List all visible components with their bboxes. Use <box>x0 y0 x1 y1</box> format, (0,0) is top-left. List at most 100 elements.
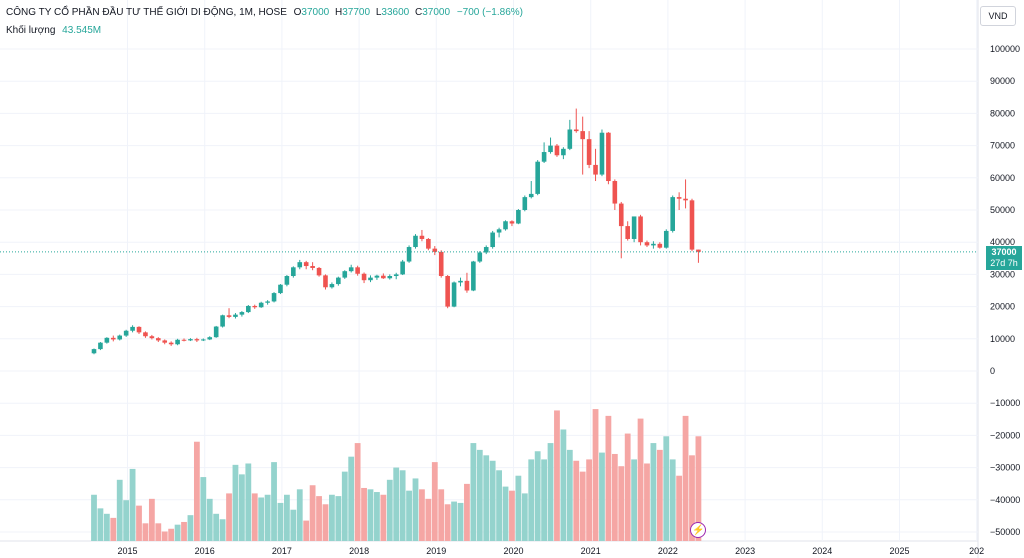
candle-body <box>528 193 534 198</box>
candle-body <box>651 243 656 246</box>
volume-bar <box>251 493 258 541</box>
y-tick-label: −30000 <box>990 463 1020 473</box>
candle-body <box>336 277 341 285</box>
volume-bar <box>579 471 586 541</box>
candle-body <box>355 267 360 274</box>
volume-bar <box>103 513 110 541</box>
candle-body <box>265 301 270 303</box>
y-tick-label: 20000 <box>990 302 1015 312</box>
volume-bar <box>695 436 702 541</box>
y-tick-label: 80000 <box>990 108 1015 118</box>
candle-body <box>342 271 348 278</box>
volume-label: Khối lượng <box>6 25 56 36</box>
volume-bar <box>676 475 683 541</box>
volume-bar <box>284 494 290 541</box>
candle-body <box>143 332 148 337</box>
volume-bar <box>361 487 367 541</box>
volume-bar <box>483 455 490 541</box>
candle-body <box>117 335 123 340</box>
volume-bars <box>91 409 702 541</box>
low-value: 33600 <box>381 7 410 18</box>
volume-bar <box>296 489 303 541</box>
candle-body <box>451 282 457 307</box>
volume-bar <box>258 497 265 541</box>
volume-bar <box>354 443 361 541</box>
volume-bar <box>316 496 322 541</box>
lightning-icon[interactable]: ⚡ <box>690 522 707 538</box>
change-value: −700 (−1.86%) <box>456 7 523 18</box>
volume-bar <box>566 449 573 541</box>
volume-bar <box>502 486 509 541</box>
candle-body <box>201 339 206 341</box>
candle-body <box>496 229 502 233</box>
volume-bar <box>528 459 535 541</box>
volume-bar <box>438 489 445 541</box>
candle-body <box>471 261 476 291</box>
candle-body <box>689 200 695 250</box>
candle-body <box>233 314 238 317</box>
volume-bar <box>470 443 477 541</box>
candle-body <box>303 262 309 267</box>
symbol-title: CÔNG TY CỔ PHẦN ĐẦU TƯ THẾ GIỚI DI ĐỘNG,… <box>6 7 287 18</box>
candlesticks <box>91 108 701 355</box>
volume-bar <box>367 489 374 541</box>
last-price-label: 37000 27d 7h <box>986 245 1022 270</box>
candle-body <box>297 262 303 268</box>
candle-body <box>110 337 116 340</box>
high-value: 37700 <box>342 7 371 18</box>
candle-body <box>213 326 219 338</box>
candle-body <box>503 221 508 230</box>
candle-body <box>175 339 180 345</box>
volume-bar <box>457 502 464 541</box>
candle-body <box>168 342 174 345</box>
candle-body <box>419 235 425 239</box>
candle-body <box>393 274 399 277</box>
volume-bar <box>425 498 432 541</box>
y-tick-label: 100000 <box>990 44 1020 54</box>
volume-bar <box>174 524 181 541</box>
candle-body <box>580 131 585 140</box>
candle-body <box>606 132 611 182</box>
volume-bar <box>238 474 245 541</box>
y-tick-label: 10000 <box>990 334 1015 344</box>
candle-body <box>98 342 103 350</box>
volume-bar <box>573 460 580 541</box>
candle-body <box>644 242 650 246</box>
candle-body <box>541 152 547 162</box>
volume-bar <box>605 415 612 541</box>
candle-body <box>567 129 573 149</box>
volume-bar <box>624 433 631 541</box>
candle-body <box>207 337 213 340</box>
candle-body <box>554 145 560 156</box>
candle-body <box>310 266 315 268</box>
candle-body <box>104 337 110 343</box>
candle-body <box>432 248 438 252</box>
candle-body <box>573 129 579 132</box>
candle-body <box>156 338 161 341</box>
volume-bar <box>599 452 605 541</box>
y-tick-label: 50000 <box>990 205 1015 215</box>
candle-body <box>130 326 135 331</box>
candle-body <box>638 216 643 243</box>
x-tick-label: 2015 <box>117 546 137 556</box>
currency-button[interactable]: VND <box>980 6 1016 26</box>
volume-bar <box>232 464 239 541</box>
y-tick-label: −50000 <box>990 527 1020 537</box>
volume-bar <box>290 509 297 541</box>
candle-body <box>406 247 412 262</box>
candle-body <box>381 275 386 279</box>
candle-body <box>258 302 264 308</box>
volume-bar <box>142 523 149 541</box>
volume-bar <box>329 494 335 541</box>
volume-bar <box>586 459 593 541</box>
candle-body <box>239 312 245 315</box>
candle-body <box>91 349 97 354</box>
candle-body <box>477 252 483 262</box>
volume-bar <box>650 443 657 541</box>
candle-body <box>162 340 168 343</box>
candle-body <box>657 243 663 248</box>
volume-bar <box>123 500 130 541</box>
volume-bar <box>148 498 155 541</box>
candle-body <box>509 221 515 224</box>
